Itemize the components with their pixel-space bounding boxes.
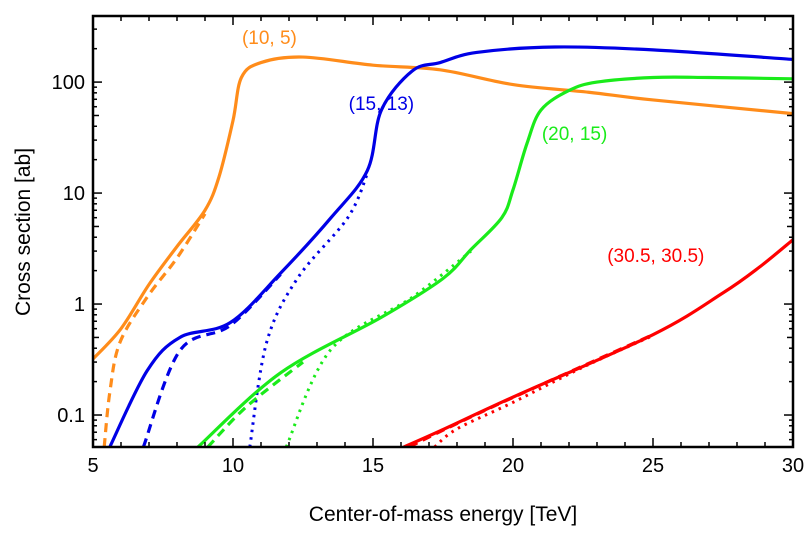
x-tick-labels: 5 10 15 20 25 30 — [87, 455, 804, 477]
y-tick-label: 10 — [63, 183, 85, 205]
ticks-layer — [92, 16, 794, 447]
series-dashed-9 — [408, 333, 654, 447]
x-tick-label: 20 — [502, 455, 524, 477]
curve-label: (15, 13) — [349, 94, 414, 115]
y-tick-label: 1 — [74, 294, 85, 316]
series-solid-2 — [108, 45, 793, 447]
x-tick-label: 5 — [87, 455, 98, 477]
curve-label: (30.5, 30.5) — [607, 246, 704, 267]
series-dashed-1 — [102, 212, 207, 447]
plot-frame — [91, 14, 795, 449]
y-tick-label: 100 — [52, 72, 85, 94]
curves-layer — [93, 45, 793, 447]
curve-label: (10, 5) — [242, 28, 297, 49]
series-solid-8 — [403, 238, 793, 447]
x-tick-label: 30 — [782, 455, 804, 477]
series-dotted-10 — [433, 334, 654, 447]
series-solid-5 — [196, 75, 793, 447]
series-solid-0 — [93, 55, 793, 361]
series-dashed-6 — [206, 360, 304, 447]
series-dotted-7 — [284, 249, 472, 447]
x-tick-label: 25 — [642, 455, 664, 477]
y-tick-labels: 0.1 1 10 100 — [52, 72, 85, 427]
x-tick-label: 15 — [362, 455, 384, 477]
y-axis-label: Cross section [ab] — [12, 148, 35, 316]
series-dotted-4 — [248, 172, 369, 447]
annotations-layer: (10, 5) (15, 13) (20, 15) (30.5, 30.5) — [242, 28, 704, 267]
x-axis-label: Center-of-mass energy [TeV] — [309, 503, 577, 526]
y-tick-label: 0.1 — [57, 405, 85, 427]
x-tick-label: 10 — [222, 455, 244, 477]
curve-label: (20, 15) — [542, 124, 607, 145]
series-dashed-3 — [141, 273, 282, 447]
